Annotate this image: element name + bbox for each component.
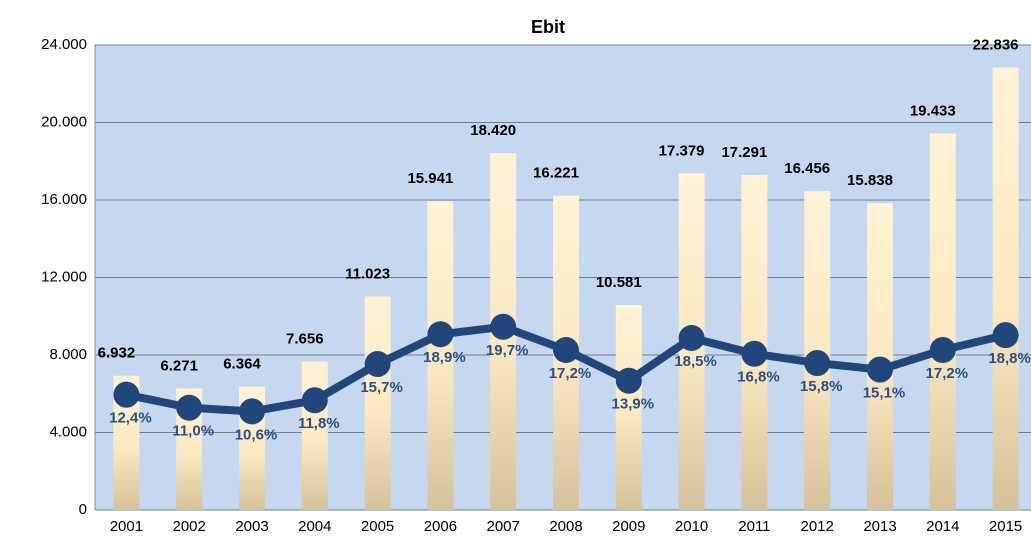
line-value-label: 15,1% xyxy=(863,385,906,402)
line-value-label: 19,7% xyxy=(486,342,529,359)
x-tick-label: 2015 xyxy=(989,518,1022,535)
x-tick-label: 2008 xyxy=(549,518,582,535)
x-tick-label: 2007 xyxy=(487,518,520,535)
bar-value-label: 16.456 xyxy=(784,160,830,177)
x-tick-label: 2002 xyxy=(173,518,206,535)
y-tick-label: 20.000 xyxy=(41,113,87,130)
y-tick-label: 8.000 xyxy=(49,346,87,363)
line-value-label: 16,8% xyxy=(737,369,780,386)
bar xyxy=(427,201,454,510)
x-tick-label: 2013 xyxy=(863,518,896,535)
bar-value-label: 6.364 xyxy=(223,356,261,373)
x-tick-label: 2005 xyxy=(361,518,394,535)
line-value-label: 17,2% xyxy=(926,365,969,382)
x-tick-label: 2010 xyxy=(675,518,708,535)
bar-value-label: 16.221 xyxy=(533,165,579,182)
line-value-label: 13,9% xyxy=(612,396,655,413)
line-value-label: 12,4% xyxy=(109,410,152,427)
y-tick-label: 0 xyxy=(79,501,87,518)
y-tick-label: 4.000 xyxy=(49,423,87,440)
bar-value-label: 11.023 xyxy=(345,265,390,282)
line-marker xyxy=(490,313,517,340)
bar-value-label: 6.271 xyxy=(160,357,198,374)
bar-value-label: 6.932 xyxy=(98,345,136,362)
bar-value-label: 17.291 xyxy=(721,144,767,161)
y-tick-label: 16.000 xyxy=(41,191,87,208)
line-marker xyxy=(113,381,140,408)
line-marker xyxy=(553,337,579,364)
line-marker xyxy=(176,394,203,421)
line-marker xyxy=(615,367,642,394)
bar xyxy=(992,67,1019,511)
x-tick-label: 2004 xyxy=(298,518,331,535)
x-tick-label: 2011 xyxy=(738,518,770,535)
line-value-label: 15,7% xyxy=(360,379,403,396)
x-tick-label: 2006 xyxy=(424,518,457,535)
line-marker xyxy=(364,350,391,377)
line-value-label: 11,8% xyxy=(298,415,340,432)
line-marker xyxy=(678,324,705,351)
line-marker xyxy=(992,322,1019,349)
line-marker xyxy=(741,340,768,367)
bar-value-label: 10.581 xyxy=(596,274,642,291)
x-tick-label: 2003 xyxy=(235,518,268,535)
bar xyxy=(301,361,328,510)
bar-value-label: 18.420 xyxy=(470,122,516,139)
bar-value-label: 17.379 xyxy=(659,142,705,159)
bar-value-label: 22.836 xyxy=(973,37,1019,54)
chart-title: Ebit xyxy=(531,17,565,37)
line-marker xyxy=(239,398,265,425)
line-value-label: 18,5% xyxy=(674,353,717,370)
line-value-label: 11,0% xyxy=(172,423,214,440)
line-marker xyxy=(804,350,831,377)
line-value-label: 18,9% xyxy=(423,349,466,366)
line-value-label: 18,8% xyxy=(988,350,1031,367)
line-marker xyxy=(301,387,328,414)
bar xyxy=(867,203,893,511)
x-tick-label: 2001 xyxy=(110,518,143,535)
x-tick-label: 2009 xyxy=(612,518,645,535)
bar-value-label: 15.941 xyxy=(407,170,453,187)
line-marker xyxy=(867,356,893,383)
y-tick-label: 24.000 xyxy=(41,36,87,53)
line-value-label: 10,6% xyxy=(235,426,278,443)
line-marker xyxy=(929,337,956,364)
bar xyxy=(929,133,956,510)
bar xyxy=(615,304,642,510)
line-marker xyxy=(427,321,454,348)
line-value-label: 17,2% xyxy=(549,365,592,382)
bar-value-label: 19.433 xyxy=(910,102,956,119)
bar-value-label: 15.838 xyxy=(847,172,893,189)
y-tick-label: 12.000 xyxy=(41,268,87,285)
bar xyxy=(364,296,391,510)
line-value-label: 15,8% xyxy=(800,378,843,395)
x-tick-label: 2012 xyxy=(801,518,834,535)
x-tick-label: 2014 xyxy=(926,518,959,535)
bar-value-label: 7.656 xyxy=(286,331,324,348)
